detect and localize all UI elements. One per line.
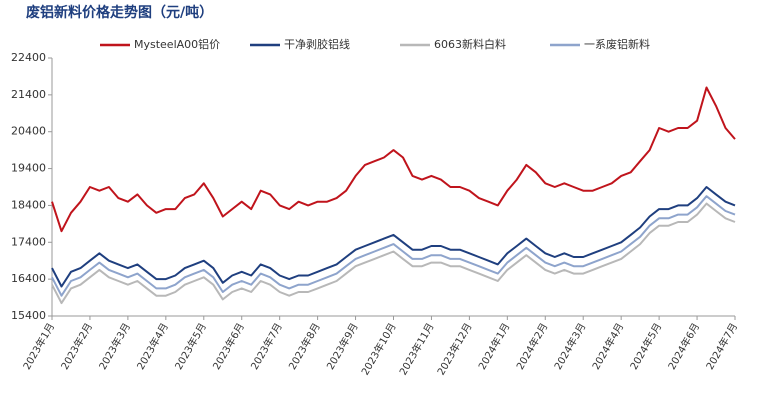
x-tick-label: 2024年5月: [627, 321, 664, 372]
x-tick-label: 2023年6月: [210, 321, 247, 372]
legend-label: 一系废铝新料: [584, 37, 650, 51]
x-tick-label: 2024年3月: [551, 321, 588, 372]
y-tick-label: 19400: [11, 162, 46, 175]
y-tick-label: 16400: [11, 272, 46, 285]
x-tick-label: 2023年2月: [58, 321, 95, 372]
x-tick-label: 2024年6月: [665, 321, 702, 372]
series-line: [51, 86, 736, 233]
x-tick-label: 2023年1月: [20, 321, 57, 372]
legend-label: 6063新料白料: [434, 37, 506, 51]
y-tick-label: 15400: [11, 309, 46, 322]
y-tick-label: 22400: [11, 51, 46, 64]
x-tick-label: 2024年1月: [475, 321, 512, 372]
x-tick-label: 2024年7月: [703, 321, 740, 372]
x-tick-label: 2023年8月: [286, 321, 323, 372]
series-line: [51, 202, 736, 305]
x-tick-label: 2024年2月: [513, 321, 550, 372]
x-tick-label: 2023年12月: [434, 321, 474, 378]
x-tick-label: 2023年7月: [248, 321, 285, 372]
x-tick-label: 2023年9月: [324, 321, 361, 372]
x-tick-label: 2023年10月: [358, 321, 398, 378]
x-tick-label: 2024年4月: [589, 321, 626, 372]
y-tick-label: 20400: [11, 125, 46, 138]
series-line: [51, 186, 736, 288]
series-line: [51, 195, 736, 297]
x-tick-label: 2023年4月: [134, 321, 171, 372]
x-tick-label: 2023年11月: [396, 321, 436, 378]
legend-label: MysteelA00铝价: [134, 37, 220, 51]
legend-label: 干净剥胶铝线: [284, 37, 350, 51]
chart-title: 废铝新料价格走势图（元/吨）: [26, 4, 213, 21]
y-tick-label: 21400: [11, 88, 46, 101]
x-tick-label: 2023年5月: [172, 321, 209, 372]
x-tick-label: 2023年3月: [96, 321, 133, 372]
y-tick-label: 17400: [11, 235, 46, 248]
y-tick-label: 18400: [11, 198, 46, 211]
